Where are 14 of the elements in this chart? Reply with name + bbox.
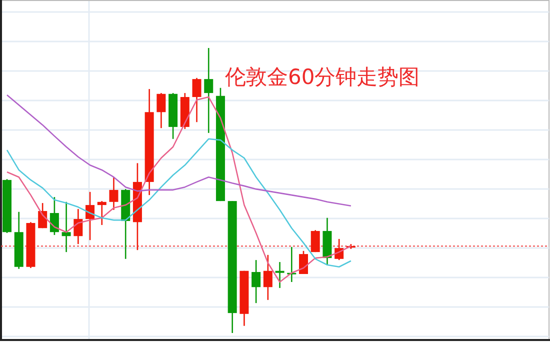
- candlestick: [192, 77, 202, 123]
- candlestick: [74, 208, 83, 245]
- candlestick: [310, 229, 320, 253]
- candlestick: [50, 196, 59, 236]
- candlestick: [156, 92, 166, 129]
- candlestick: [252, 259, 261, 304]
- candlestick: [204, 47, 214, 134]
- candlestick: [62, 201, 71, 253]
- candlestick: [97, 200, 106, 226]
- candlestick: [109, 176, 118, 211]
- candlestick: [275, 261, 284, 289]
- text: 伦敦金60分钟走势图: [225, 65, 420, 89]
- candlestick: [86, 191, 95, 241]
- candlestick: [263, 254, 272, 301]
